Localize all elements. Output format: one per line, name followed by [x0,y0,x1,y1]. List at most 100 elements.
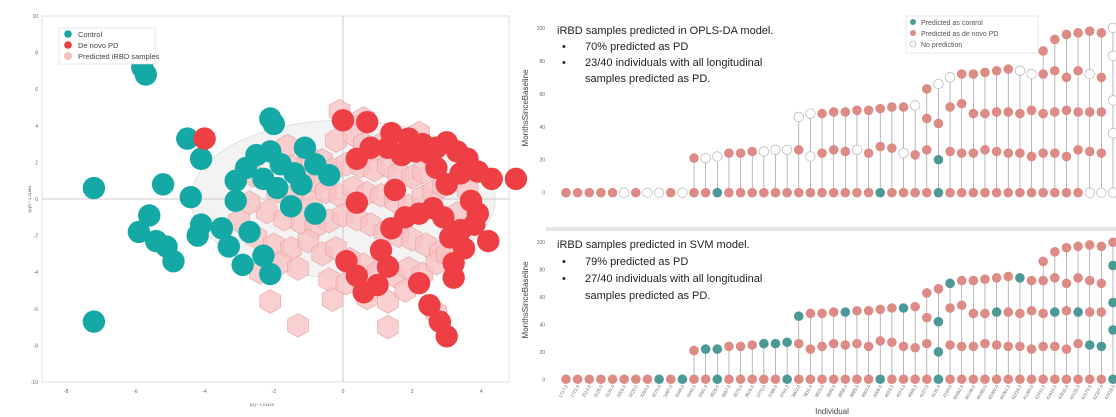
sample-point [851,144,863,155]
sample-point [735,187,746,198]
score-x-tick: -4 [202,389,207,395]
svm-y-label: MonthsSinceBaseline [521,261,530,338]
sample-point [759,338,769,349]
opls-annotation-bullet-1: 70% predicted as PD [585,41,688,53]
sample-point [1107,22,1116,33]
legend-label-no-pred: No prediction [921,42,962,49]
sample-point [1014,65,1025,76]
individual-tick-label: 4194.0 [942,384,953,399]
sample-point [956,300,967,311]
sample-point [1003,271,1014,282]
panel-y-tick: 40 [539,125,545,131]
sample-point [1073,338,1083,349]
individual-tick-label: 3839.0 [825,384,836,399]
sample-point [968,187,979,198]
sample-point [945,303,955,313]
sample-point [852,338,862,349]
individual-tick-label: 4002.0 [860,384,871,399]
sample-point [1050,341,1060,352]
panel-y-tick: 80 [539,268,545,274]
irbd-point [287,312,309,338]
legend-marker-pred-pd [910,30,916,36]
sample-point [921,84,932,94]
sample-point [980,187,990,198]
sample-point [933,118,944,129]
irbd-point [377,314,399,340]
opls-annotation-bullet-3: samples predicted as PD. [585,73,710,85]
sample-point [945,278,955,289]
sample-point [863,187,874,198]
sample-point [1026,151,1037,162]
denovo-point [438,226,462,249]
control-point [304,202,327,225]
sample-point [933,284,944,294]
sample-point [724,374,734,385]
sample-point [805,151,816,162]
sample-point [770,374,781,385]
opls-bullet-mark-2: • [562,57,566,69]
sample-point [584,187,595,198]
control-point [279,195,303,218]
sample-point [1050,374,1060,385]
control-point [224,189,247,213]
sample-point [980,274,990,285]
individual-tick-label: 3575.0 [732,384,743,399]
svm-panel: 100 80 60 40 20 0 1717.0 1721.0 3113.0 3128.0 313… [521,229,1116,416]
panel-y-tick: 100 [537,240,546,246]
sample-point [875,103,886,114]
sample-point [898,374,909,385]
panel-y-tick: 100 [537,26,546,32]
control-point [252,167,275,191]
sample-point [956,187,967,198]
sample-point [1003,307,1014,317]
sample-point [782,144,793,155]
opls-panel: 100 80 60 40 20 0 MonthsSinceBaseline iRBD sa… [521,15,1116,229]
sample-point [805,374,816,385]
sample-point [852,305,862,316]
sample-point [1038,341,1048,352]
sample-point [887,102,897,112]
panel-y-tick: 40 [539,322,545,328]
sample-point [712,374,723,385]
svm-annotation-bullet-1: 79% predicted as PD [585,256,688,268]
individual-tick-label: 3440.0 [686,384,697,399]
sample-point [596,187,606,198]
sample-point [863,341,874,352]
score-x-label: t[1] * 1.01419 [250,402,275,407]
sample-point [991,107,1002,117]
sample-point [980,308,990,319]
sample-point [747,146,758,157]
sample-point [1015,341,1025,352]
sample-point [863,105,874,116]
opls-legend: Predicted as control Predicted as de nov… [905,15,1039,54]
denovo-point [345,191,368,214]
sample-point [642,374,653,385]
sample-point [1084,68,1095,80]
sample-point [933,374,944,385]
denovo-point [477,229,500,253]
sample-point [945,374,955,385]
sample-point [921,113,932,124]
sample-point [677,187,688,198]
sample-point [840,307,851,317]
sample-point [1107,128,1116,139]
sample-point [724,187,734,198]
sample-point [817,187,827,198]
sample-point [991,374,1002,385]
sample-point [817,341,827,352]
sample-point [921,187,932,198]
sample-point [1096,148,1107,158]
sample-point [793,311,804,322]
individual-tick-label: 3811.0 [802,384,813,399]
sample-point [898,102,909,112]
score-y-tick: 6 [35,87,38,93]
sample-point [1096,374,1107,385]
individual-tick-label: 4095.0 [907,384,918,399]
svm-annotation-title: iRBD samples predicted in SVM model. [557,239,750,251]
score-x-tick: -2 [272,389,277,395]
sample-point [1038,308,1048,319]
control-point [210,217,234,240]
sample-point [840,374,851,385]
legend-label-pred-control: Predicted as control [921,20,983,27]
sample-point [968,275,979,286]
